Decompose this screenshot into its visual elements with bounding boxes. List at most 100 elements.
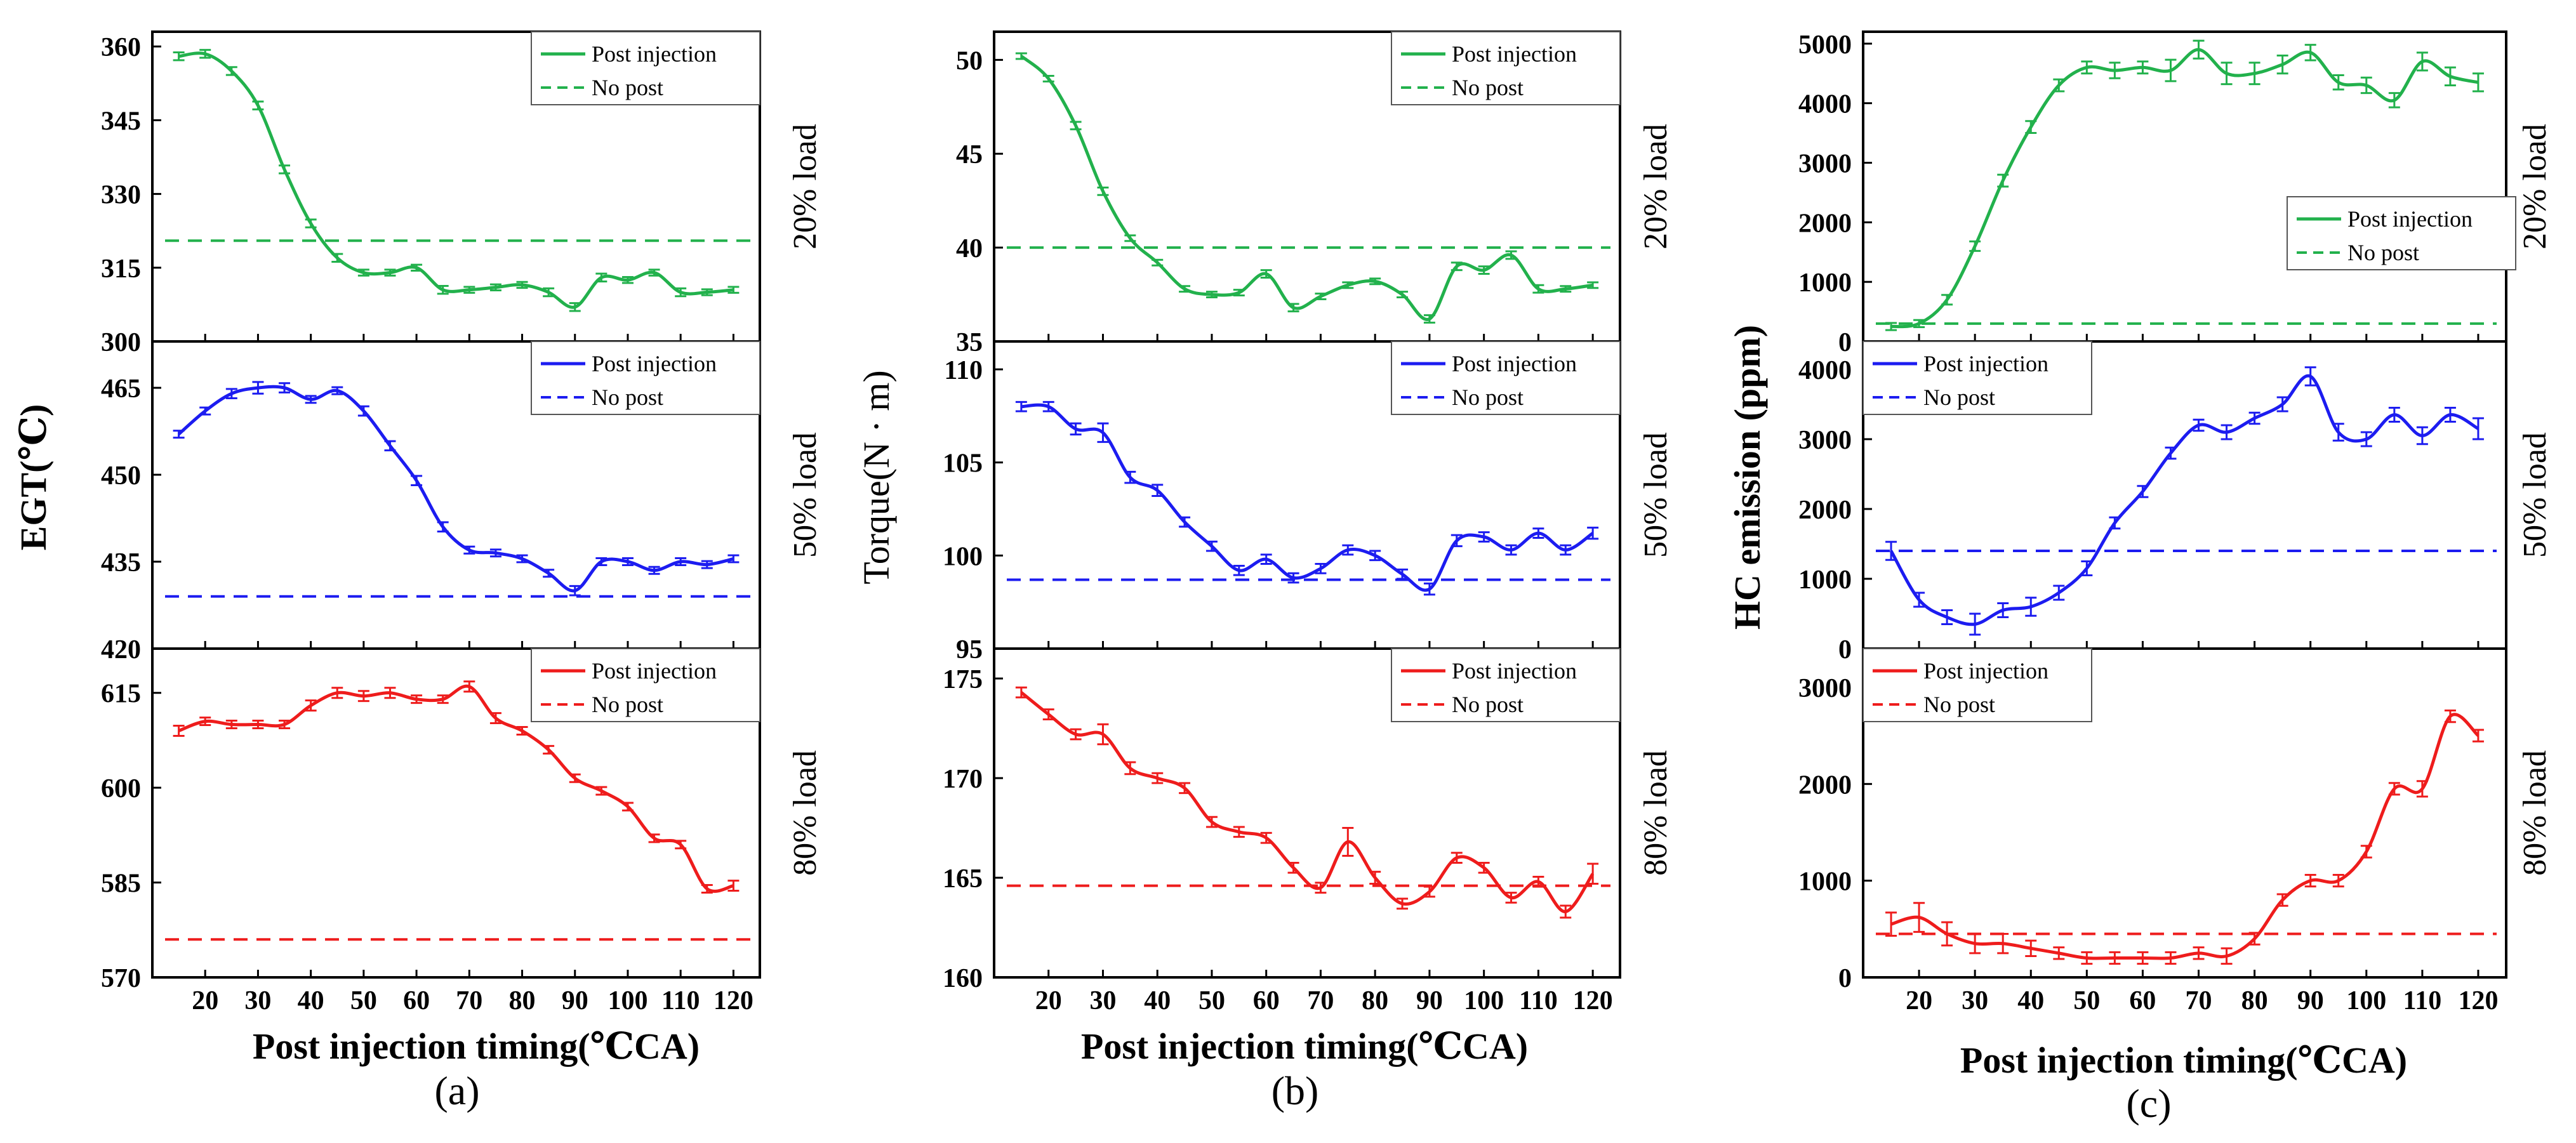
ytick-label-a-50-0: 420 [101,635,141,664]
axes-frame-a-80 [151,647,761,979]
xtick-label-b-80-5: 70 [1307,986,1334,1015]
ytick-label-b-80-2: 170 [943,765,983,794]
caption-a: (a) [434,1068,479,1113]
xtick-label-c-80-3: 50 [2073,986,2100,1015]
subplot-b-20: 35 40 45 50 20% load Post injection No post [956,30,1674,357]
ytick-label-b-50-0: 95 [956,635,983,664]
xlabel-c: Post injection timing(℃CA) [1960,1040,2407,1081]
axes-frame-c-80 [1862,647,2507,979]
caption-b: (b) [1271,1068,1319,1113]
xlabel-b: Post injection timing(℃CA) [1081,1026,1528,1067]
post-line-c-80 [1890,713,2480,960]
load-label-a-50: 50% load [787,432,823,558]
xtick-label-b-80-0: 20 [1035,986,1062,1015]
xtick-label-a-80-4: 60 [403,986,430,1015]
legend-nopost-label-a-80: No post [592,692,663,717]
xtick-label-b-80-7: 90 [1416,986,1443,1015]
ytick-label-a-50-3: 465 [101,374,141,404]
ytick-label-a-80-3: 615 [101,680,141,709]
post-line-c-20 [1890,48,2479,329]
ytick-label-c-20-0: 0 [1838,328,1852,357]
ytick-label-b-20-0: 35 [956,328,983,357]
post-line-b-80 [1020,691,1595,913]
xlabel-a: Post injection timing(℃CA) [253,1026,700,1067]
xtick-label-c-80-7: 90 [2297,986,2324,1015]
xtick-label-b-80-4: 60 [1253,986,1280,1015]
load-label-b-50: 50% load [1638,432,1674,558]
caption-c: (c) [2126,1081,2171,1126]
load-label-a-80: 80% load [787,750,823,876]
ytick-label-c-80-1: 1000 [1798,868,1852,897]
ytick-label-a-20-0: 300 [101,328,141,357]
ytick-label-c-80-3: 3000 [1798,674,1852,703]
ytick-label-a-80-0: 570 [101,964,141,993]
ytick-label-c-20-1: 1000 [1798,268,1852,298]
ytick-label-a-20-2: 330 [101,181,141,210]
legend-nopost-label-a-20: No post [592,75,663,100]
legend-post-label-c-50: Post injection [1923,351,2048,376]
xtick-label-a-80-3: 50 [350,986,377,1015]
xtick-label-b-80-6: 80 [1362,986,1388,1015]
post-line-c-50 [1889,374,2480,626]
xtick-label-c-80-5: 70 [2186,986,2212,1015]
ytick-label-a-20-4: 360 [101,33,141,62]
legend-box-a-80 [531,648,760,722]
legend-nopost-label-b-20: No post [1452,75,1524,100]
xtick-label-c-80-10: 120 [2458,986,2498,1015]
ylabel-c: HC emission (ppm) [1727,325,1768,630]
xtick-label-a-80-0: 20 [192,986,218,1015]
ytick-label-c-80-2: 2000 [1798,770,1852,800]
legend-box-b-20 [1391,31,1621,105]
xtick-label-c-80-0: 20 [1906,986,1932,1015]
ylabel-a: EGT(℃) [13,404,54,551]
xtick-label-a-80-9: 110 [661,986,700,1015]
legend-nopost-label-b-50: No post [1452,385,1524,410]
legend-post-label-b-80: Post injection [1452,658,1577,684]
ytick-label-c-20-3: 3000 [1798,149,1852,178]
xtick-label-b-80-1: 30 [1089,986,1116,1015]
ytick-label-c-50-1: 1000 [1798,565,1852,595]
post-line-b-50 [1021,403,1594,592]
xtick-label-c-80-1: 30 [1962,986,1988,1015]
subplot-a-80: 570 585 600 615 20 30 40 50 60 70 80 90 100 110 120 80%… [101,647,823,1015]
post-line-a-50 [177,385,734,593]
ytick-label-c-50-2: 2000 [1798,496,1852,525]
xtick-label-a-80-6: 80 [509,986,536,1015]
ytick-label-c-20-4: 4000 [1798,90,1852,119]
subplot-c-50: 0 1000 2000 3000 4000 50% load Post injection N… [1798,340,2553,664]
legend-post-label-c-20: Post injection [2347,206,2473,232]
ytick-label-c-50-0: 0 [1838,635,1852,664]
legend-nopost-label-c-20: No post [2347,240,2419,265]
ytick-label-c-80-0: 0 [1838,964,1852,993]
legend-nopost-label-c-50: No post [1923,385,1995,410]
post-line-a-20 [178,51,734,309]
legend-post-label-b-50: Post injection [1452,351,1577,376]
ytick-label-a-80-2: 600 [101,774,141,803]
load-label-b-80: 80% load [1638,750,1674,876]
xtick-label-a-80-1: 30 [244,986,271,1015]
legend-box-b-50 [1391,341,1621,415]
load-label-c-80: 80% load [2517,750,2553,876]
xtick-label-a-80-7: 90 [562,986,588,1015]
load-label-c-50: 50% load [2517,432,2553,558]
load-label-a-20: 20% load [787,124,823,249]
subplot-b-50: 95 100 105 110 50% load Post injection No post [943,340,1674,664]
legend-box-a-50 [531,341,760,415]
legend-post-label-b-20: Post injection [1452,41,1577,67]
legend-box-c-50 [1862,341,2092,415]
legend-nopost-label-b-80: No post [1452,692,1524,717]
legend-box-a-20 [531,31,760,105]
xtick-label-b-80-10: 120 [1573,986,1613,1015]
legend-post-label-a-50: Post injection [592,351,717,376]
subplot-b-80: 160 165 170 175 20 30 40 50 60 70 80 90 100 110 120 80%… [943,647,1674,1015]
ytick-label-a-50-2: 450 [101,461,141,491]
subplot-a-50: 420 435 450 465 50% load Post injection No pos… [101,340,823,664]
ytick-label-c-50-3: 3000 [1798,426,1852,455]
ytick-label-b-80-0: 160 [943,964,983,993]
xtick-label-c-80-4: 60 [2129,986,2156,1015]
xtick-label-c-80-6: 80 [2241,986,2268,1015]
ytick-label-b-20-3: 50 [956,46,983,76]
ytick-label-a-20-1: 315 [101,254,141,284]
ytick-label-c-20-2: 2000 [1798,209,1852,238]
